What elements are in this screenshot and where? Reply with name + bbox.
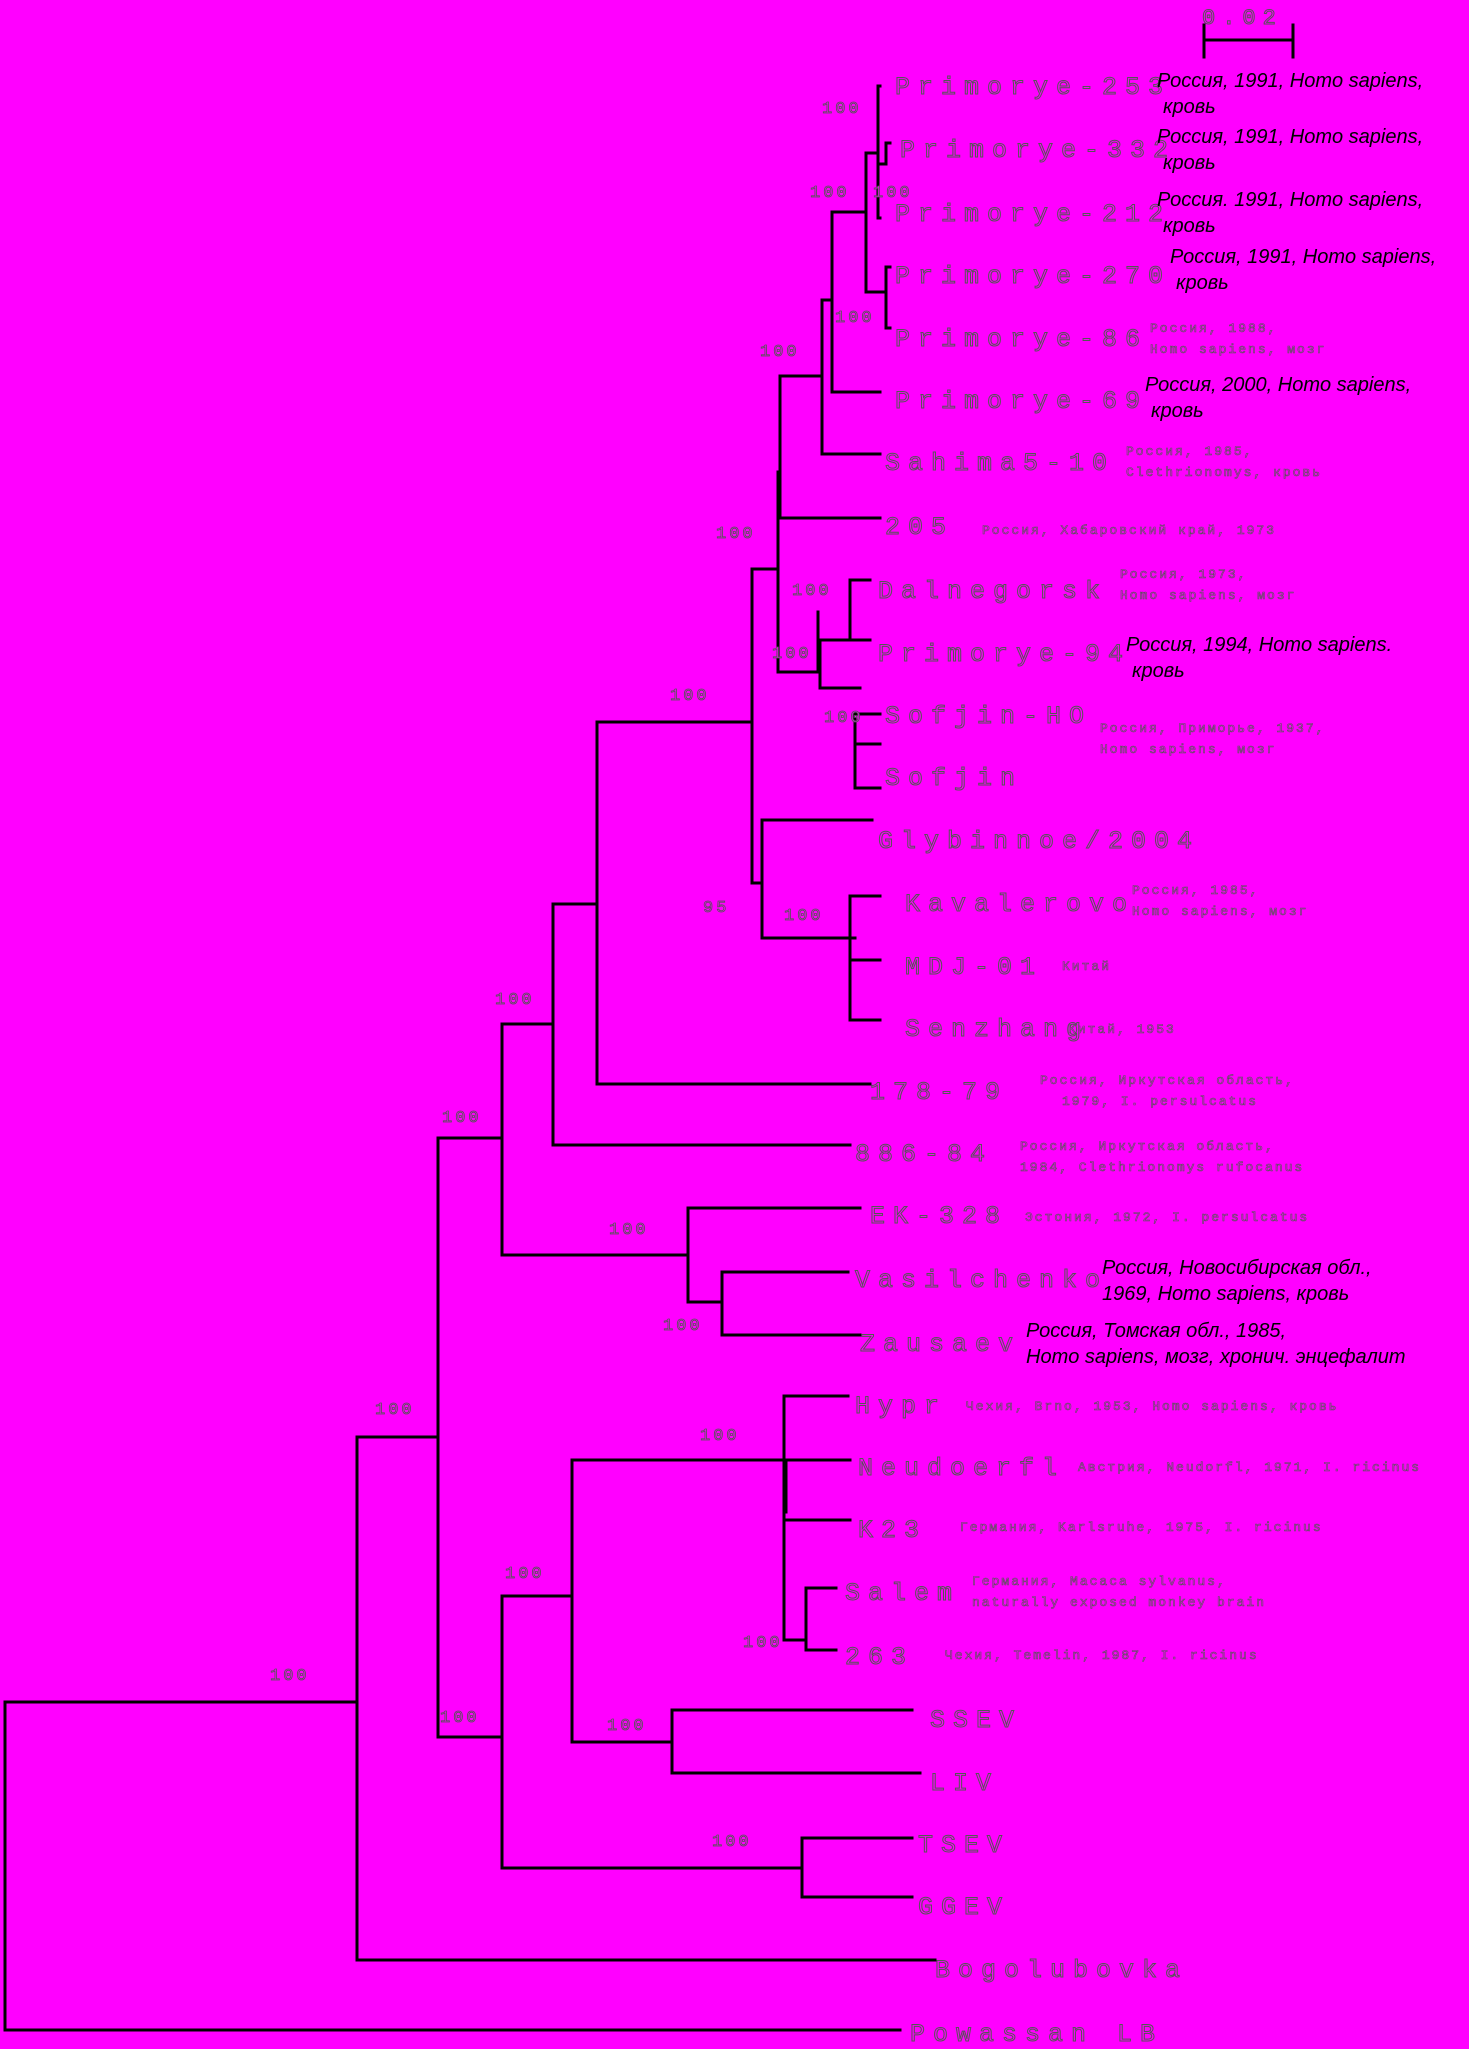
leaf-primorye-212: Primorye-212 [894, 200, 1172, 229]
bootstrap-value: 100 [784, 907, 824, 926]
annotation-263: Чехия, Temelin, 1987, I. ricinus [945, 1648, 1259, 1664]
leaf-ek-328: EK-328 [869, 1202, 1009, 1231]
annotation-886-84: Россия, Иркутская область, 1984, Clethrio… [1020, 1139, 1305, 1176]
annotation-dalnegorsk: Россия, 1973, Homo sapiens, мозг [1120, 567, 1297, 604]
annotation-zausaev: Россия, Томская обл., 1985, Homo sapiens,… [1026, 1320, 1406, 1368]
annotation-salem: Германия, Macaca sylvanus, naturally expo… [972, 1574, 1267, 1611]
annotation-primorye-212: Россия. 1991, Homo sapiens, кровь [1157, 189, 1424, 237]
annotation-primorye-253: Россия, 1991, Homo sapiens, кровь [1157, 70, 1424, 118]
leaf-ggev: GGEV [917, 1893, 1011, 1922]
bootstrap-value: 100 [822, 100, 862, 119]
annotation-primorye-94: Россия, 1994, Homo sapiens. кровь [1126, 634, 1393, 682]
leaf-primorye-253: Primorye-253 [894, 73, 1172, 102]
bootstrap-value: 100 [716, 525, 756, 544]
leaf-powassan-lb: Powassan LB [909, 2020, 1164, 2049]
leaf-bogolubovka: Bogolubovka [934, 1956, 1189, 1985]
bootstrap-value: 100 [712, 1833, 752, 1852]
annotation-sofjin: Россия, Приморье, 1937, Homo sapiens, моз… [1100, 721, 1326, 758]
bootstrap-value: 100 [824, 709, 864, 728]
annotation-neudoerfl: Австрия, Neudorfl, 1971, I. ricinus [1078, 1460, 1422, 1476]
leaf-hypr: Hypr [854, 1392, 948, 1421]
annotation-178-79: Россия, Иркутская область, 1979, I. persu… [1040, 1073, 1295, 1110]
leaf-primorye-69: Primorye-69 [894, 387, 1149, 416]
leaf-mdj-01: MDJ-01 [904, 953, 1044, 982]
annotation-senzhang: Китай, 1953 [1068, 1022, 1176, 1038]
bootstrap-value: 100 [442, 1109, 482, 1128]
bootstrap-value: 95 [703, 899, 730, 918]
bootstrap-value: 100 [760, 343, 800, 362]
annotation-primorye-69: Россия, 2000, Homo sapiens, кровь [1145, 374, 1412, 422]
bootstrap-value: 100 [270, 1667, 310, 1686]
leaf-vasilchenko: Vasilchenko [854, 1266, 1109, 1295]
bootstrap-value: 100 [670, 687, 710, 706]
bootstrap-value: 100 [609, 1221, 649, 1240]
leaf-zausaev: Zausaev [859, 1330, 1022, 1359]
bootstrap-value: 100 [663, 1317, 703, 1336]
leaf-sahima5-10: Sahima5-10 [884, 449, 1116, 478]
annotation-primorye-86: Россия, 1988, Homo sapiens, мозг [1150, 321, 1327, 358]
bootstrap-value: 100 [772, 645, 812, 664]
bootstrap-value: 100 [743, 1634, 783, 1653]
bootstrap-value: 100 [505, 1565, 545, 1584]
bootstrap-value: 100 [810, 184, 850, 203]
bootstrap-value: 100 [440, 1709, 480, 1728]
leaf-178-79: 178-79 [869, 1078, 1009, 1107]
leaf-dalnegorsk: Dalnegorsk [877, 577, 1109, 606]
leaf-sofjin-ho: Sofjin-HO [884, 702, 1093, 731]
bootstrap-value: 100 [607, 1717, 647, 1736]
annotation-kavalerovo: Россия, 1985, Homo sapiens, мозг [1132, 883, 1309, 920]
leaf-salem: Salem [844, 1579, 961, 1608]
leaf-sofjin: Sofjin [884, 764, 1024, 793]
leaf-886-84: 886-84 [854, 1140, 994, 1169]
bootstrap-value: 100 [495, 991, 535, 1010]
leaf-primorye-94: Primorye-94 [877, 640, 1132, 669]
leaf-kavalerovo: Kavalerovo [904, 890, 1136, 919]
leaf-primorye-332: Primorye-332 [899, 136, 1177, 165]
leaf-primorye-86: Primorye-86 [894, 325, 1149, 354]
leaf-205: 205 [884, 513, 955, 542]
bootstrap-value: 100 [792, 582, 832, 601]
annotation-vasilchenko: Россия, Новосибирская обл., 1969, Homo sa… [1102, 1257, 1372, 1305]
annotation-primorye-270: Россия, 1991, Homo sapiens, кровь [1170, 246, 1437, 294]
leaf-neudoerfl: Neudoerfl [857, 1454, 1066, 1483]
annotation-sahima5-10: Россия, 1985, Clethrionomys, кровь [1126, 444, 1323, 481]
leaf-liv: LIV [929, 1769, 1000, 1798]
leaf-263: 263 [844, 1643, 915, 1672]
annotation-ek-328: Эстония, 1972, I. persulcatus [1025, 1210, 1310, 1226]
annotation-primorye-332: Россия, 1991, Homo sapiens, кровь [1157, 126, 1424, 174]
annotation-mdj-01: Китай [1062, 959, 1112, 975]
bootstrap-value: 100 [700, 1427, 740, 1446]
leaf-sseev: SSEV [929, 1706, 1023, 1735]
leaf-k23: K23 [857, 1516, 928, 1545]
annotation-hypr: Чехия, Brno, 1953, Homo sapiens, кровь [966, 1399, 1339, 1415]
leaf-primorye-270: Primorye-270 [894, 262, 1172, 291]
bootstrap-value: 100 [873, 184, 913, 203]
scale-bar-label: 0.02 [1202, 6, 1283, 31]
bootstrap-value: 100 [375, 1401, 415, 1420]
annotation-205: Россия, Хабаровский край, 1973 [982, 523, 1277, 539]
annotation-k23: Германия, Karlsruhe, 1975, I. ricinus [960, 1520, 1323, 1536]
leaf-tsev: TSEV [917, 1831, 1011, 1860]
leaf-glybinnoe: Glybinnoe/2004 [877, 827, 1201, 856]
bootstrap-value: 100 [835, 309, 875, 328]
leaf-senzhang: Senzhang [904, 1015, 1090, 1044]
